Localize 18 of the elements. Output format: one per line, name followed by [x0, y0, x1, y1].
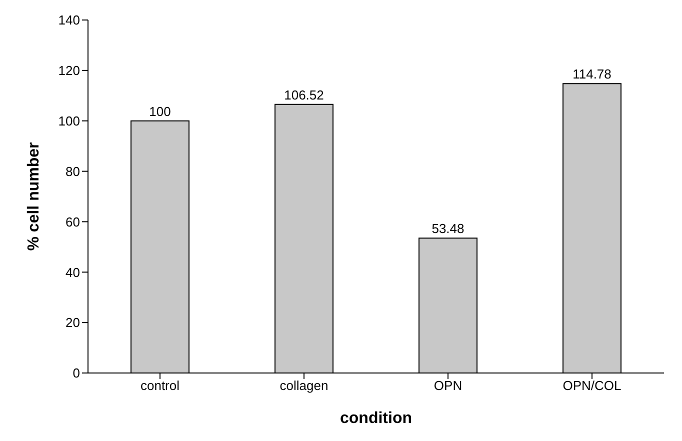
x-axis-title: condition	[340, 410, 412, 427]
y-tick-label: 100	[58, 113, 80, 128]
data-label: 114.78	[572, 66, 612, 82]
x-tick-label: OPN/COL	[562, 378, 622, 394]
y-tick-label: 120	[58, 63, 80, 78]
y-tick-label: 140	[58, 12, 80, 28]
y-tick-label: 0	[72, 366, 80, 381]
x-tick-label: collagen	[280, 378, 328, 394]
data-label: 106.52	[284, 87, 324, 102]
y-tick-label: 20	[66, 315, 80, 330]
data-label: 100	[149, 104, 171, 119]
y-tick-label: 40	[66, 264, 80, 280]
y-axis-title: % cell number	[26, 142, 43, 251]
y-tick-label: 60	[66, 214, 80, 230]
data-label: 53.48	[432, 221, 464, 236]
x-tick-label: control	[140, 378, 180, 394]
x-tick-label: OPN	[434, 378, 462, 394]
y-tick-label: 80	[66, 164, 80, 179]
